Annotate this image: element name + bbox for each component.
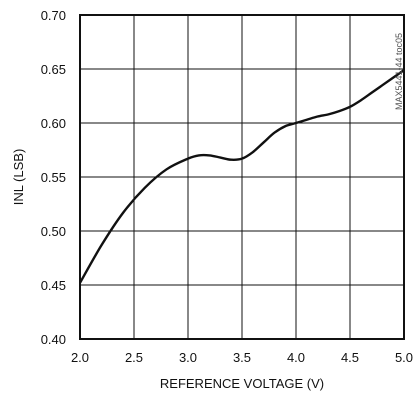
- inl-data-point: [284, 125, 286, 127]
- inl-curve: [78, 69, 405, 284]
- x-tick-labels: 2.0 2.5 3.0 3.5 4.0 4.5 5.0: [71, 350, 413, 365]
- inl-data-point: [122, 212, 124, 214]
- inl-data-point: [198, 154, 200, 156]
- inl-data-point: [327, 113, 329, 115]
- x-axis-label: REFERENCE VOLTAGE (V): [160, 376, 324, 391]
- y-tick-label: 0.50: [41, 224, 66, 239]
- inl-data-point: [219, 156, 221, 159]
- x-tick-label: 3.5: [233, 350, 251, 365]
- x-tick-label: 4.5: [341, 350, 359, 365]
- inl-data-point: [349, 106, 351, 108]
- inl-data-point: [306, 119, 308, 121]
- inl-data-point: [392, 77, 394, 79]
- inl-data-point: [371, 92, 373, 94]
- inl-data-point: [317, 115, 319, 118]
- inl-data-point: [338, 110, 340, 112]
- inl-data-point: [273, 132, 275, 134]
- inl-data-point: [263, 141, 265, 144]
- y-axis-label: INL (LSB): [11, 149, 26, 206]
- curve-layer: [78, 69, 405, 284]
- x-tick-label: 2.0: [71, 350, 89, 365]
- inl-data-point: [241, 158, 243, 160]
- inl-data-point: [360, 99, 362, 101]
- x-tick-label: 3.0: [179, 350, 197, 365]
- x-tick-label: 4.0: [287, 350, 305, 365]
- plot-frame: [79, 14, 405, 340]
- figure-code-label: MAX5441-44 toc05: [394, 33, 404, 110]
- inl-data-point: [252, 151, 254, 153]
- y-tick-label: 0.65: [41, 62, 66, 77]
- inl-data-point: [230, 159, 232, 161]
- y-tick-label: 0.70: [41, 8, 66, 23]
- inl-data-point: [165, 168, 167, 171]
- y-tick-label: 0.45: [41, 278, 66, 293]
- y-tick-label: 0.40: [41, 332, 66, 347]
- inl-data-point: [209, 154, 211, 156]
- x-tick-label: 2.5: [125, 350, 143, 365]
- inl-data-point: [101, 244, 103, 246]
- y-tick-label: 0.60: [41, 116, 66, 131]
- inl-data-point: [144, 187, 146, 189]
- y-tick-labels: 0.40 0.45 0.50 0.55 0.60 0.65 0.70: [41, 8, 66, 347]
- inl-data-point: [187, 158, 189, 160]
- inl-data-point: [295, 122, 297, 124]
- y-tick-label: 0.55: [41, 170, 66, 185]
- x-tick-label: 5.0: [395, 350, 413, 365]
- inl-data-point: [381, 84, 383, 86]
- grid: [79, 14, 405, 340]
